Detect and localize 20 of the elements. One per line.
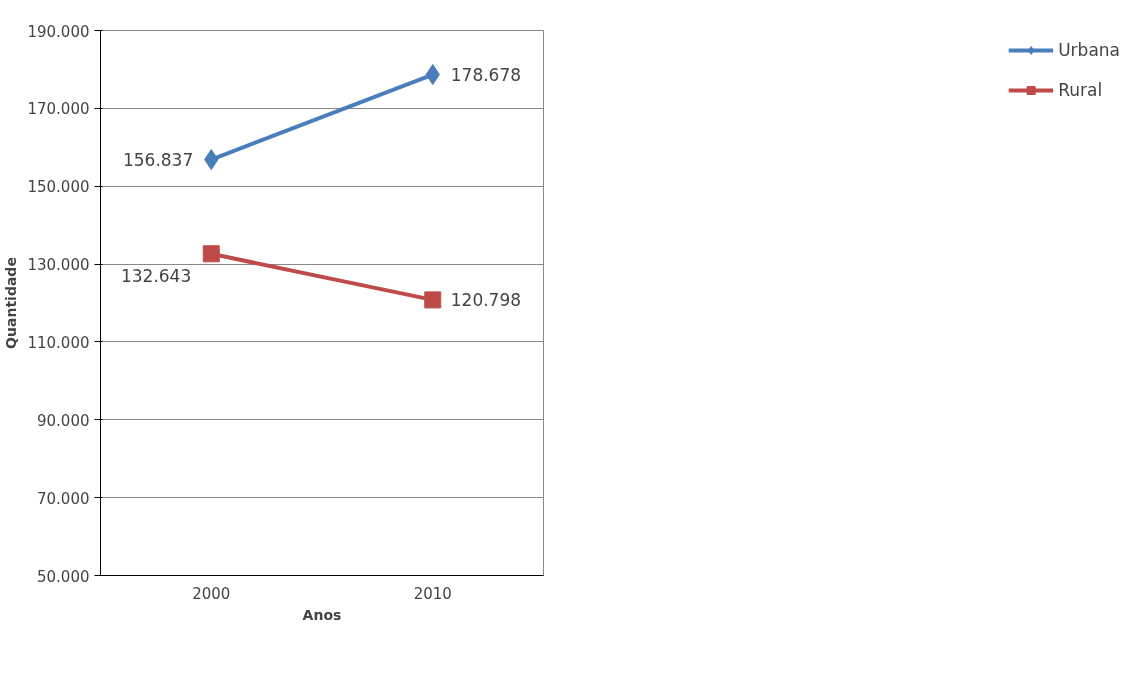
data-label: 156.837 [122, 150, 194, 171]
data-label: 132.643 [120, 265, 192, 286]
y-tick-label: 110.000 [27, 333, 90, 352]
y-tick-label: 130.000 [27, 256, 90, 275]
y-tick-label: 170.000 [27, 100, 90, 119]
y-axis-title: Quantidade [3, 257, 20, 349]
data-label: 120.798 [450, 290, 522, 311]
point [424, 291, 442, 309]
y-tick-label: 50.000 [37, 567, 90, 586]
x-tick-label: 2000 [192, 584, 231, 603]
point [202, 245, 220, 263]
data-label: 178.678 [450, 65, 522, 86]
y-tick-label: 70.000 [37, 489, 90, 508]
y-tick-label: 90.000 [37, 411, 90, 430]
y-tick-label: 190.000 [27, 22, 90, 41]
legend-label: Rural [1058, 80, 1103, 100]
y-tick-label: 150.000 [27, 178, 90, 197]
legend-label: Urbana [1058, 40, 1120, 60]
x-axis-title: Anos [302, 606, 342, 623]
x-tick-label: 2010 [413, 584, 452, 603]
